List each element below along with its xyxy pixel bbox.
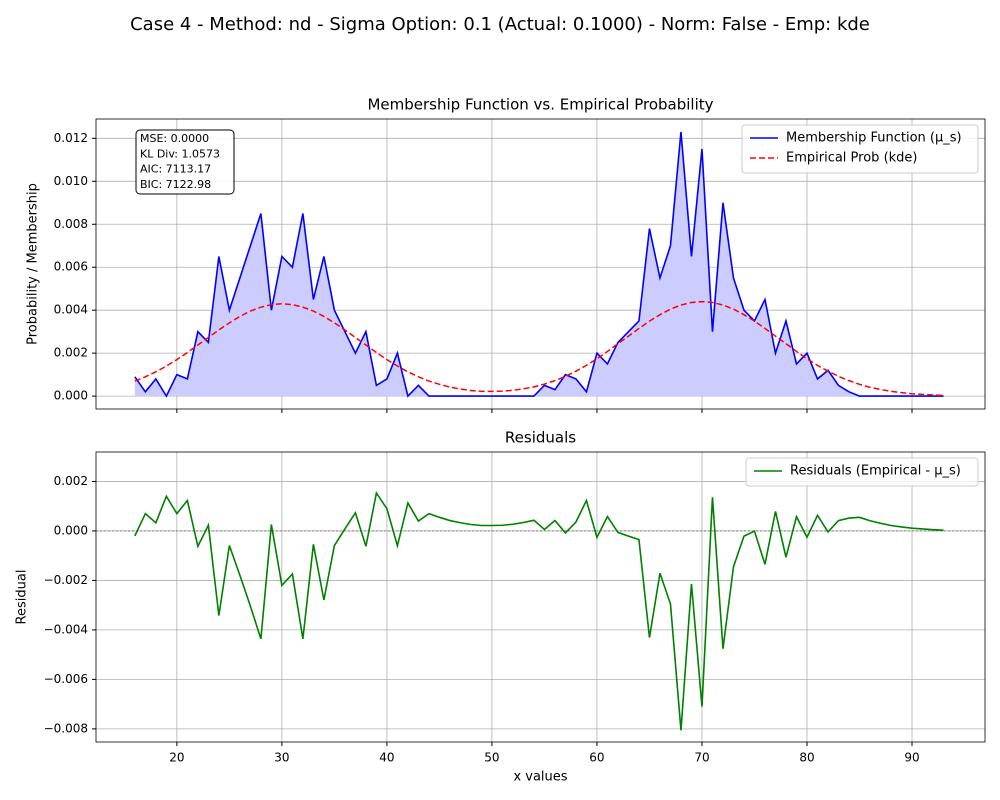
y-axis-label: Probability / Membership [26, 183, 41, 345]
x-axis-label: x values [513, 770, 567, 785]
y-tick-label: −0.002 [44, 573, 88, 587]
y-tick-label: 0.004 [54, 303, 88, 317]
y-axis-label: Residual [15, 570, 30, 625]
legend-label: Membership Function (μ_s) [786, 131, 962, 146]
y-tick-label: −0.008 [44, 721, 88, 735]
legend-label: Empirical Prob (kde) [786, 151, 918, 166]
x-tick-label: 70 [694, 751, 709, 765]
legend-box [741, 124, 979, 174]
x-tick-label: 40 [379, 751, 394, 765]
stats-box [135, 129, 235, 195]
y-tick-label: −0.004 [44, 622, 88, 636]
y-tick-label: 0.000 [54, 389, 88, 403]
stats-text: AIC: 7113.17 [140, 163, 211, 176]
x-tick-label: 30 [274, 751, 289, 765]
legend-box [745, 457, 979, 487]
y-tick-label: 0.000 [54, 523, 88, 537]
stats-text: MSE: 0.0000 [140, 132, 209, 145]
axes-frame [95, 451, 986, 743]
line [134, 491, 944, 731]
axes-title: Residuals [505, 429, 576, 447]
line [134, 300, 944, 397]
y-tick-label: 0.002 [54, 474, 88, 488]
line [134, 131, 944, 398]
x-tick-label: 60 [589, 751, 604, 765]
stats-text: KL Div: 1.0573 [140, 147, 220, 160]
legend-label: Residuals (Empirical - μ_s) [790, 464, 961, 479]
y-tick-label: 0.006 [54, 260, 88, 274]
y-tick-label: 0.002 [54, 346, 88, 360]
stats-text: BIC: 7122.98 [140, 178, 211, 191]
axes-frame [95, 118, 986, 410]
x-tick-label: 90 [904, 751, 919, 765]
area-fill [134, 131, 944, 397]
figure-title: Case 4 - Method: nd - Sigma Option: 0.1 … [130, 14, 870, 35]
y-tick-label: 0.010 [54, 174, 88, 188]
y-tick-label: 0.008 [54, 217, 88, 231]
x-tick-label: 80 [799, 751, 814, 765]
x-tick-label: 20 [169, 751, 184, 765]
x-tick-label: 50 [484, 751, 499, 765]
y-tick-label: −0.006 [44, 672, 88, 686]
legend: Membership Function (μ_s) Empirical Prob … [741, 124, 979, 174]
axes-title: Membership Function vs. Empirical Probab… [367, 96, 713, 114]
legend: Residuals (Empirical - μ_s) [745, 457, 979, 487]
y-tick-label: 0.012 [54, 131, 88, 145]
